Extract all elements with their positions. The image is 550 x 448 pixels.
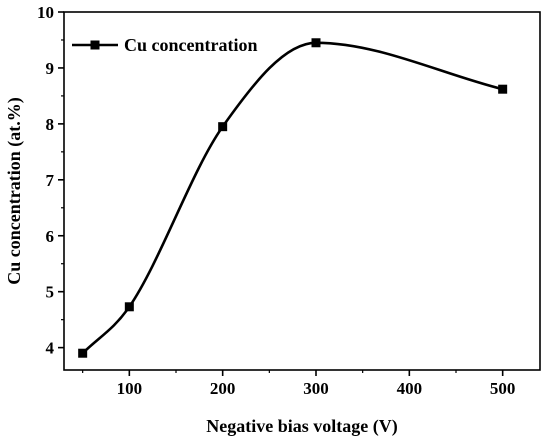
data-point [311,38,321,48]
x-axis-title: Negative bias voltage (V) [206,416,397,437]
plot-frame [63,11,541,371]
x-tick-label: 300 [303,379,329,398]
y-tick-label: 8 [46,115,55,134]
legend-marker [90,40,100,50]
y-tick-label: 10 [37,3,54,22]
y-tick-label: 4 [46,339,55,358]
y-tick-label: 9 [46,59,55,78]
y-tick-label: 7 [46,171,55,190]
legend-label: Cu concentration [124,35,258,55]
data-point [124,302,134,312]
x-tick-label: 500 [490,379,516,398]
x-tick-label: 400 [397,379,423,398]
y-axis-title: Cu concentration (at.%) [4,97,25,284]
x-tick-label: 200 [210,379,236,398]
data-point [498,84,508,94]
x-tick-label: 100 [117,379,143,398]
data-point [218,122,228,132]
y-tick-label: 6 [46,227,55,246]
y-tick-label: 5 [46,283,55,302]
data-point [78,348,88,358]
series-line-cu-concentration [81,41,503,355]
